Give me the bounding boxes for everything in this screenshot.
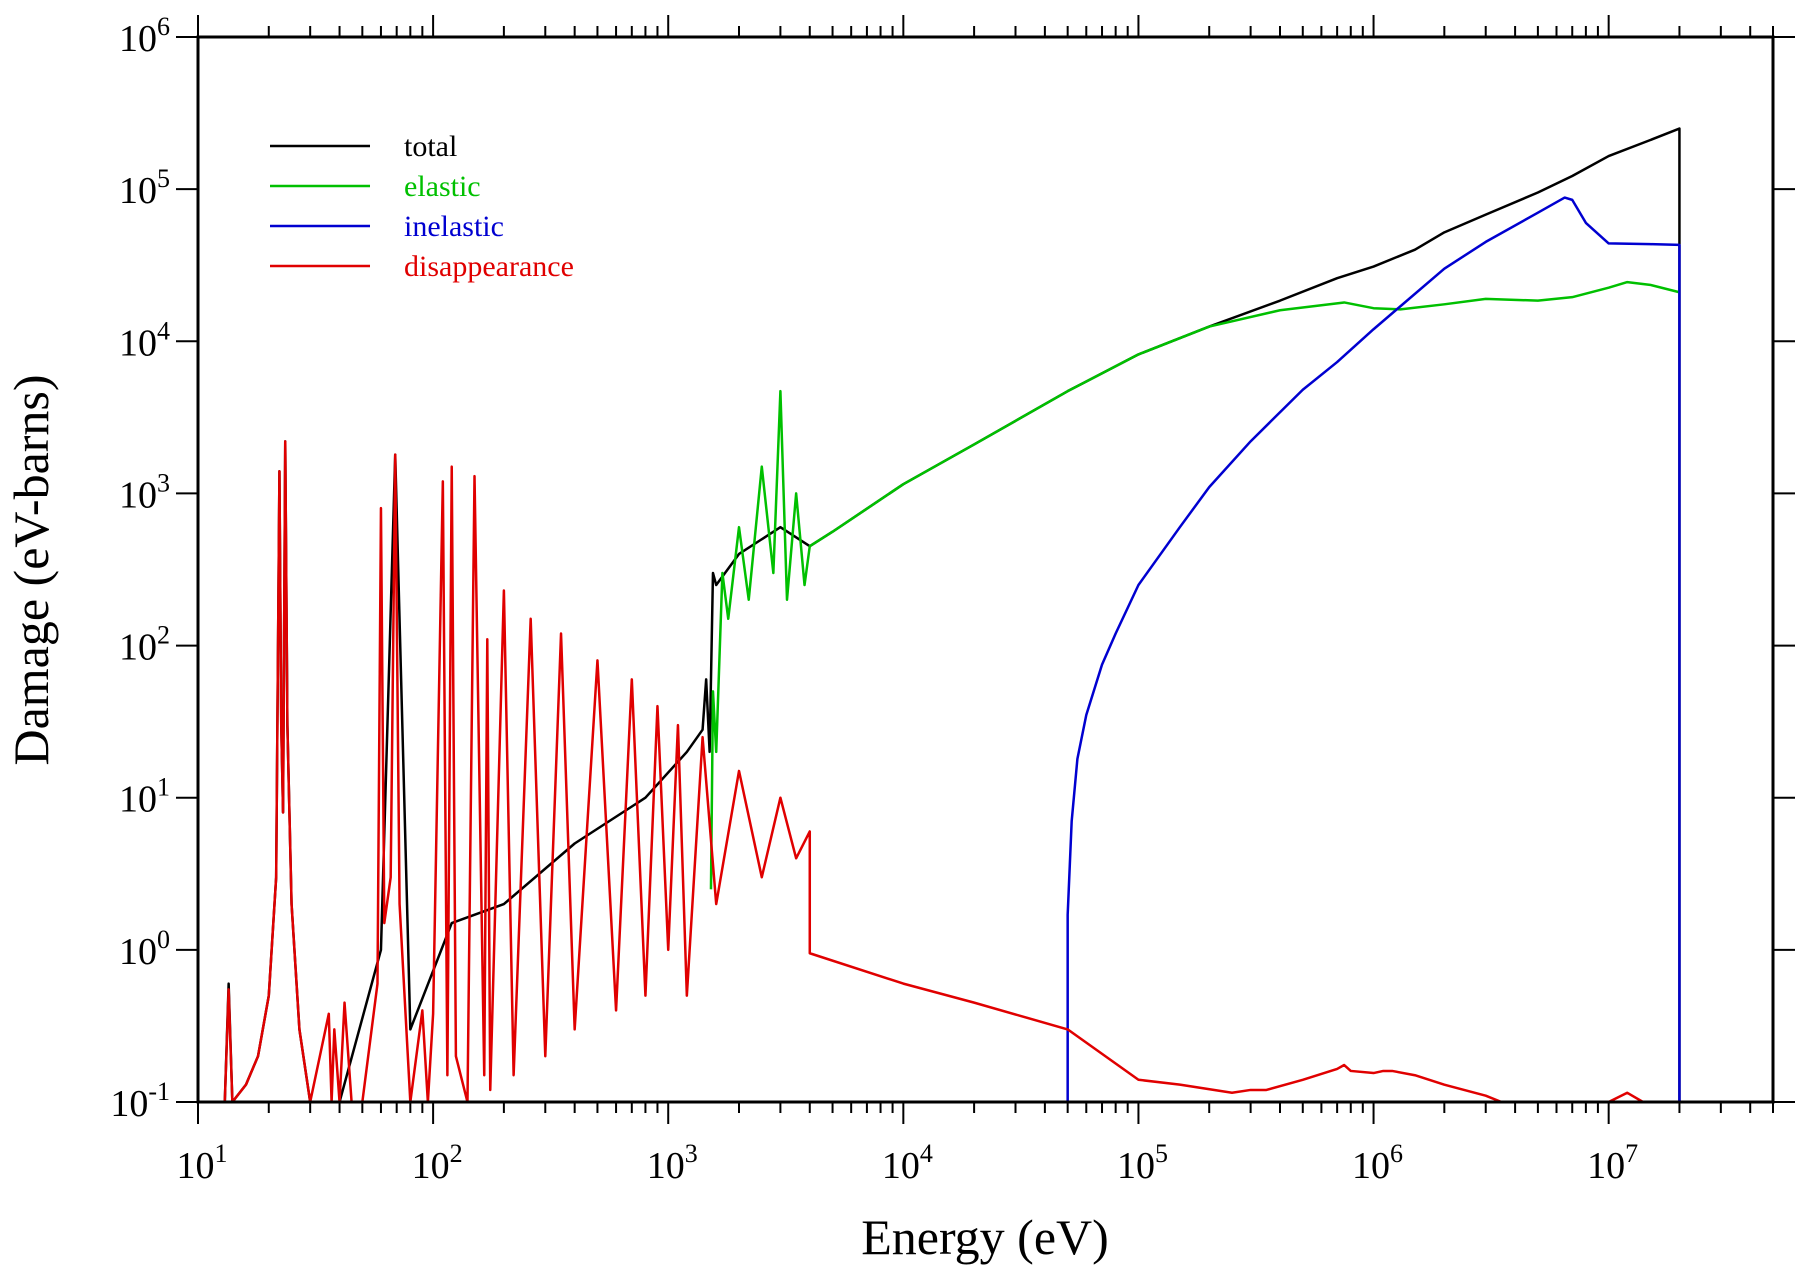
legend-label-total: total xyxy=(404,130,457,163)
x-tick-label: 102 xyxy=(412,1139,463,1187)
legend: total elastic inelastic disappearance xyxy=(270,130,574,283)
x-tick-label: 105 xyxy=(1117,1139,1168,1187)
x-tick-label: 106 xyxy=(1352,1139,1403,1187)
legend-label-disappearance: disappearance xyxy=(404,250,574,283)
series-line-elastic xyxy=(709,280,1680,890)
legend-label-inelastic: inelastic xyxy=(404,210,504,243)
y-axis-title: Damage (eV-barns) xyxy=(3,374,59,765)
ticks-layer xyxy=(176,15,1795,1124)
series-line-disappearance xyxy=(223,440,1644,1102)
x-tick-label: 103 xyxy=(647,1139,698,1187)
y-tick-label: 10-1 xyxy=(110,1077,170,1125)
tick-labels: 101 102 103 104 105 106 107 10-1 100 101 102 103 104… xyxy=(110,12,1638,1187)
series-line-inelastic xyxy=(1066,196,1681,1102)
plot-frame xyxy=(196,35,1775,1104)
x-axis-title: Energy (eV) xyxy=(861,1209,1109,1265)
series-layer xyxy=(223,127,1681,1102)
y-tick-label: 101 xyxy=(119,773,170,821)
x-tick-label: 101 xyxy=(177,1139,228,1187)
y-tick-label: 104 xyxy=(119,316,170,364)
y-tick-label: 105 xyxy=(119,164,170,212)
legend-label-elastic: elastic xyxy=(404,170,481,203)
x-tick-label: 104 xyxy=(882,1139,933,1187)
y-tick-label: 103 xyxy=(119,468,170,516)
y-tick-label: 100 xyxy=(119,925,170,973)
y-tick-label: 106 xyxy=(119,12,170,60)
x-tick-label: 107 xyxy=(1587,1139,1638,1187)
y-tick-label: 102 xyxy=(119,621,170,669)
